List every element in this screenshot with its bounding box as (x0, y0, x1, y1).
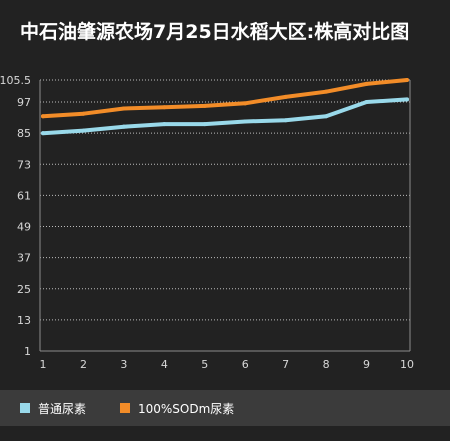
y-tick-label-1: 13 (17, 314, 31, 327)
chart-title: 中石油肇源农场7月25日水稻大区:株高对比图 (20, 21, 410, 43)
series-2-point-8 (364, 81, 369, 86)
series-2-point-0 (41, 114, 45, 119)
series-1-point-9 (405, 97, 409, 102)
series-line-1 (41, 97, 409, 136)
series-2-point-5 (243, 101, 248, 106)
series-1-point-6 (283, 118, 288, 123)
legend-item-series-1[interactable]: 普通尿素 (20, 401, 87, 416)
series-layer (41, 78, 409, 136)
series-1-point-8 (364, 100, 369, 105)
legend-item-series-2[interactable]: 100%SODm尿素 (120, 401, 235, 416)
series-1-point-7 (324, 114, 329, 119)
series-1-point-2 (121, 124, 126, 129)
y-tick-label-2: 25 (17, 283, 31, 296)
y-tick-label-8: 97 (17, 96, 31, 109)
series-1-point-3 (162, 122, 167, 127)
x-tick-label-9: 10 (400, 358, 414, 371)
y-tick-label-4: 49 (17, 221, 31, 234)
y-tick-label-9: 105.5 (0, 74, 31, 87)
x-tick-label-7: 8 (323, 358, 330, 371)
series-2-point-3 (162, 105, 167, 110)
tick-layer: 1 13 25 37 49 61 73 85 97 105.5 1 2 3 4 5 6 7 8 9 10 (0, 74, 414, 371)
series-2-point-1 (81, 111, 86, 116)
series-2-point-6 (283, 94, 288, 99)
grid-layer (40, 79, 410, 321)
y-tick-label-5: 61 (17, 189, 31, 202)
series-1-point-4 (202, 122, 207, 127)
legend-label-series-2: 100%SODm尿素 (138, 401, 235, 416)
series-1-point-1 (81, 128, 86, 133)
x-tick-label-4: 5 (201, 358, 208, 371)
series-2-point-2 (121, 106, 126, 111)
series-2-point-7 (324, 89, 329, 94)
x-tick-label-5: 6 (242, 358, 249, 371)
series-2-point-4 (202, 103, 207, 108)
series-1-point-5 (243, 119, 248, 124)
x-tick-label-0: 1 (40, 358, 47, 371)
legend-swatch-series-1 (20, 403, 30, 413)
series-line-2 (41, 78, 409, 119)
y-tick-label-3: 37 (17, 252, 31, 265)
series-2-point-9 (405, 78, 409, 82)
series-1-point-0 (41, 131, 45, 136)
legend-swatch-series-2 (120, 403, 130, 413)
y-tick-label-6: 73 (17, 158, 31, 171)
legend: 普通尿素 100%SODm尿素 (0, 390, 450, 426)
x-tick-label-3: 4 (161, 358, 168, 371)
axis-layer (39, 80, 411, 352)
x-tick-label-1: 2 (80, 358, 87, 371)
x-tick-label-2: 3 (120, 358, 127, 371)
x-tick-label-8: 9 (363, 358, 370, 371)
y-tick-label-7: 85 (17, 127, 31, 140)
x-tick-label-6: 7 (282, 358, 289, 371)
legend-label-series-1: 普通尿素 (38, 401, 87, 416)
y-tick-label-0: 1 (24, 345, 31, 358)
